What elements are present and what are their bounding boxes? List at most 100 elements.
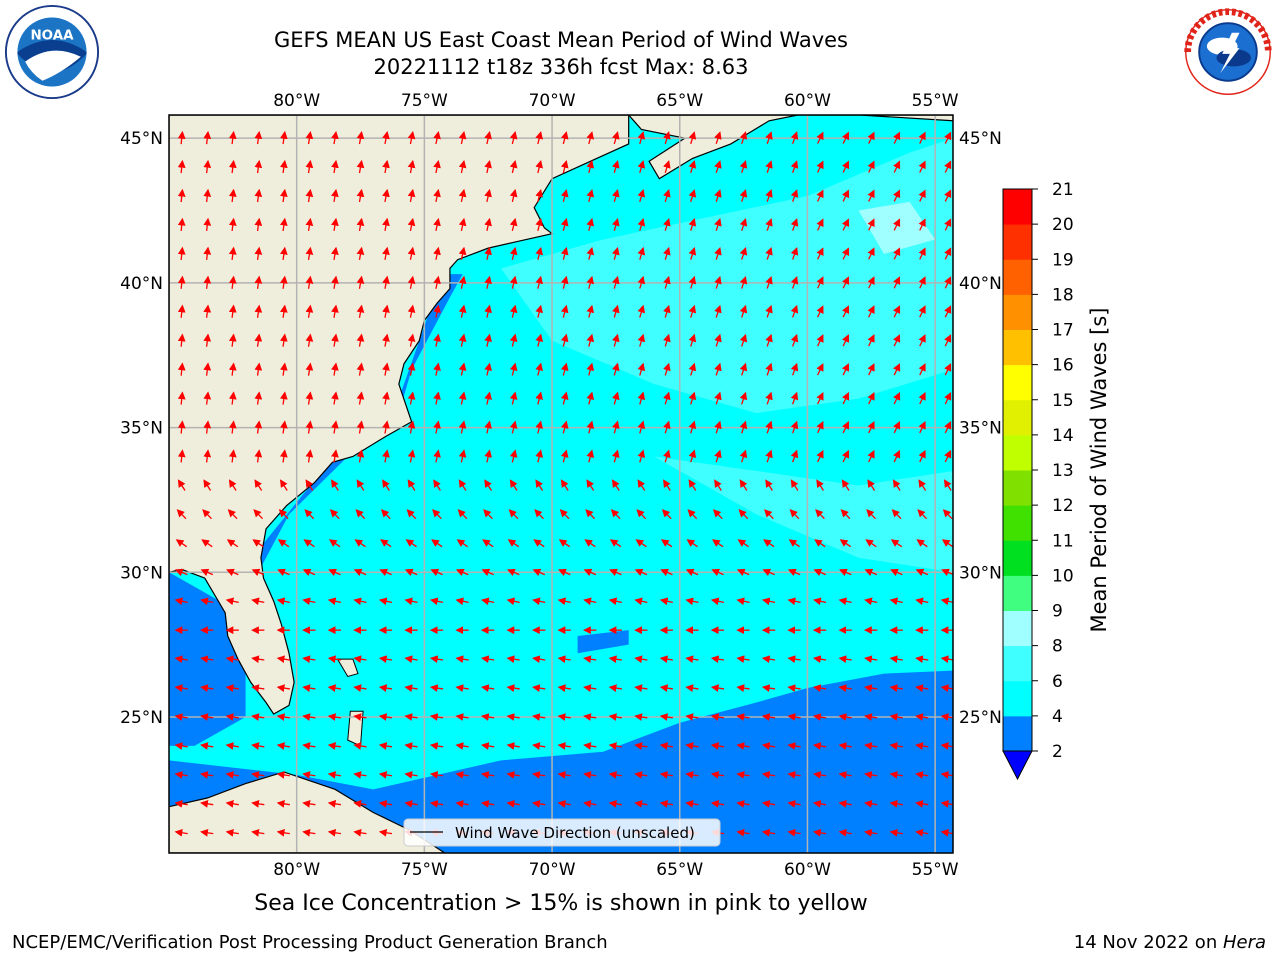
wave-direction-arrow — [893, 305, 901, 318]
wave-direction-arrow — [637, 333, 646, 347]
chart-title: GEFS MEAN US East Coast Mean Period of W… — [274, 28, 848, 52]
wave-direction-arrow — [225, 713, 239, 721]
wave-direction-arrow — [228, 217, 237, 232]
wave-direction-arrow — [532, 771, 546, 779]
wave-direction-arrow — [254, 130, 263, 145]
wave-direction-arrow — [225, 771, 239, 779]
colorbar-bin — [1003, 224, 1032, 260]
wave-direction-arrow — [407, 188, 416, 203]
wave-direction-arrow — [941, 568, 953, 577]
wave-direction-arrow — [790, 218, 799, 231]
wave-direction-arrow — [458, 275, 467, 289]
wave-direction-arrow — [404, 771, 418, 779]
wave-direction-arrow — [659, 655, 674, 664]
wave-direction-arrow — [790, 479, 799, 491]
wave-direction-arrow — [177, 188, 186, 203]
wave-direction-arrow — [455, 713, 469, 721]
wave-direction-arrow — [812, 684, 827, 692]
wave-direction-arrow — [583, 655, 597, 664]
wave-direction-arrow — [765, 479, 773, 491]
wave-direction-arrow — [893, 276, 901, 289]
wave-direction-arrow — [404, 684, 418, 692]
wave-direction-arrow — [175, 539, 188, 548]
wave-direction-arrow — [481, 684, 495, 692]
wave-direction-arrow — [867, 479, 876, 491]
wave-direction-arrow — [812, 771, 827, 779]
wave-direction-arrow — [302, 568, 316, 577]
colorbar-tick-label: 20 — [1052, 215, 1074, 235]
wave-direction-arrow — [790, 304, 799, 318]
wave-direction-arrow — [714, 160, 722, 174]
wave-direction-arrow — [458, 479, 467, 491]
wave-direction-arrow — [813, 568, 826, 577]
wave-direction-arrow — [714, 246, 722, 260]
wave-direction-arrow — [663, 449, 671, 463]
wave-direction-arrow — [484, 449, 492, 463]
wave-direction-arrow — [177, 246, 186, 260]
wave-direction-arrow — [915, 655, 929, 664]
wave-direction-arrow — [251, 655, 265, 664]
wave-direction-arrow — [612, 362, 620, 376]
wave-direction-arrow — [586, 449, 595, 463]
wave-direction-arrow — [816, 392, 824, 405]
colorbar-tick-label: 12 — [1052, 496, 1074, 516]
wave-direction-arrow — [433, 217, 441, 231]
wave-direction-arrow — [688, 304, 697, 318]
wave-direction-arrow — [714, 189, 722, 202]
wave-direction-arrow — [174, 771, 188, 779]
wave-direction-arrow — [203, 130, 212, 145]
wave-direction-arrow — [305, 188, 314, 203]
wave-direction-arrow — [586, 188, 595, 202]
colorbar-bin — [1003, 575, 1032, 611]
wave-direction-arrow — [612, 217, 620, 231]
wave-direction-arrow — [586, 131, 595, 145]
wave-direction-arrow — [458, 420, 467, 434]
wave-direction-arrow — [254, 275, 263, 289]
wave-direction-arrow — [865, 539, 877, 548]
wave-direction-arrow — [787, 742, 801, 750]
colorbar-tick-label: 8 — [1052, 637, 1063, 657]
wave-direction-arrow — [252, 539, 264, 548]
wave-direction-arrow — [458, 217, 467, 231]
wave-direction-arrow — [867, 420, 875, 434]
wave-direction-arrow — [177, 304, 186, 318]
wave-direction-arrow — [790, 449, 799, 463]
wave-direction-arrow — [739, 304, 748, 318]
wave-direction-arrow — [203, 391, 212, 405]
wave-direction-arrow — [688, 275, 697, 289]
colorbar-tick-label: 18 — [1052, 285, 1074, 305]
wave-direction-arrow — [433, 159, 441, 174]
wave-direction-arrow — [608, 742, 622, 750]
wave-direction-arrow — [736, 828, 750, 837]
wave-direction-arrow — [816, 189, 824, 202]
period-6-8-region — [654, 456, 953, 573]
wave-direction-arrow — [455, 684, 469, 692]
wave-direction-arrow — [867, 189, 875, 202]
wave-direction-arrow — [944, 160, 952, 173]
wave-direction-arrow — [685, 597, 699, 606]
wave-direction-arrow — [429, 771, 444, 779]
us-east-coast-land — [169, 115, 630, 715]
wave-direction-arrow — [378, 742, 393, 750]
wave-direction-arrow — [305, 449, 314, 463]
colorbar-bin — [1003, 294, 1032, 330]
wave-direction-arrow — [685, 771, 699, 779]
colorbar-tick-label: 14 — [1052, 426, 1074, 446]
wave-direction-arrow — [915, 742, 929, 750]
wave-direction-arrow — [404, 655, 418, 664]
wave-direction-arrow — [659, 684, 674, 692]
wave-direction-arrow — [739, 479, 748, 491]
noaa-logo-text: NOAA — [30, 29, 74, 44]
wave-direction-arrow — [378, 713, 393, 721]
wave-direction-arrow — [915, 800, 929, 808]
wave-direction-arrow — [382, 275, 390, 289]
bahamas-island — [336, 658, 359, 678]
wave-direction-arrow — [378, 771, 393, 779]
wave-direction-arrow — [839, 539, 852, 548]
wave-direction-arrow — [382, 449, 390, 463]
wave-direction-arrow — [407, 130, 416, 145]
wave-direction-arrow — [864, 597, 878, 606]
wave-direction-arrow — [634, 655, 648, 664]
wave-direction-arrow — [842, 218, 850, 231]
coastal-2-4-band — [258, 274, 463, 573]
